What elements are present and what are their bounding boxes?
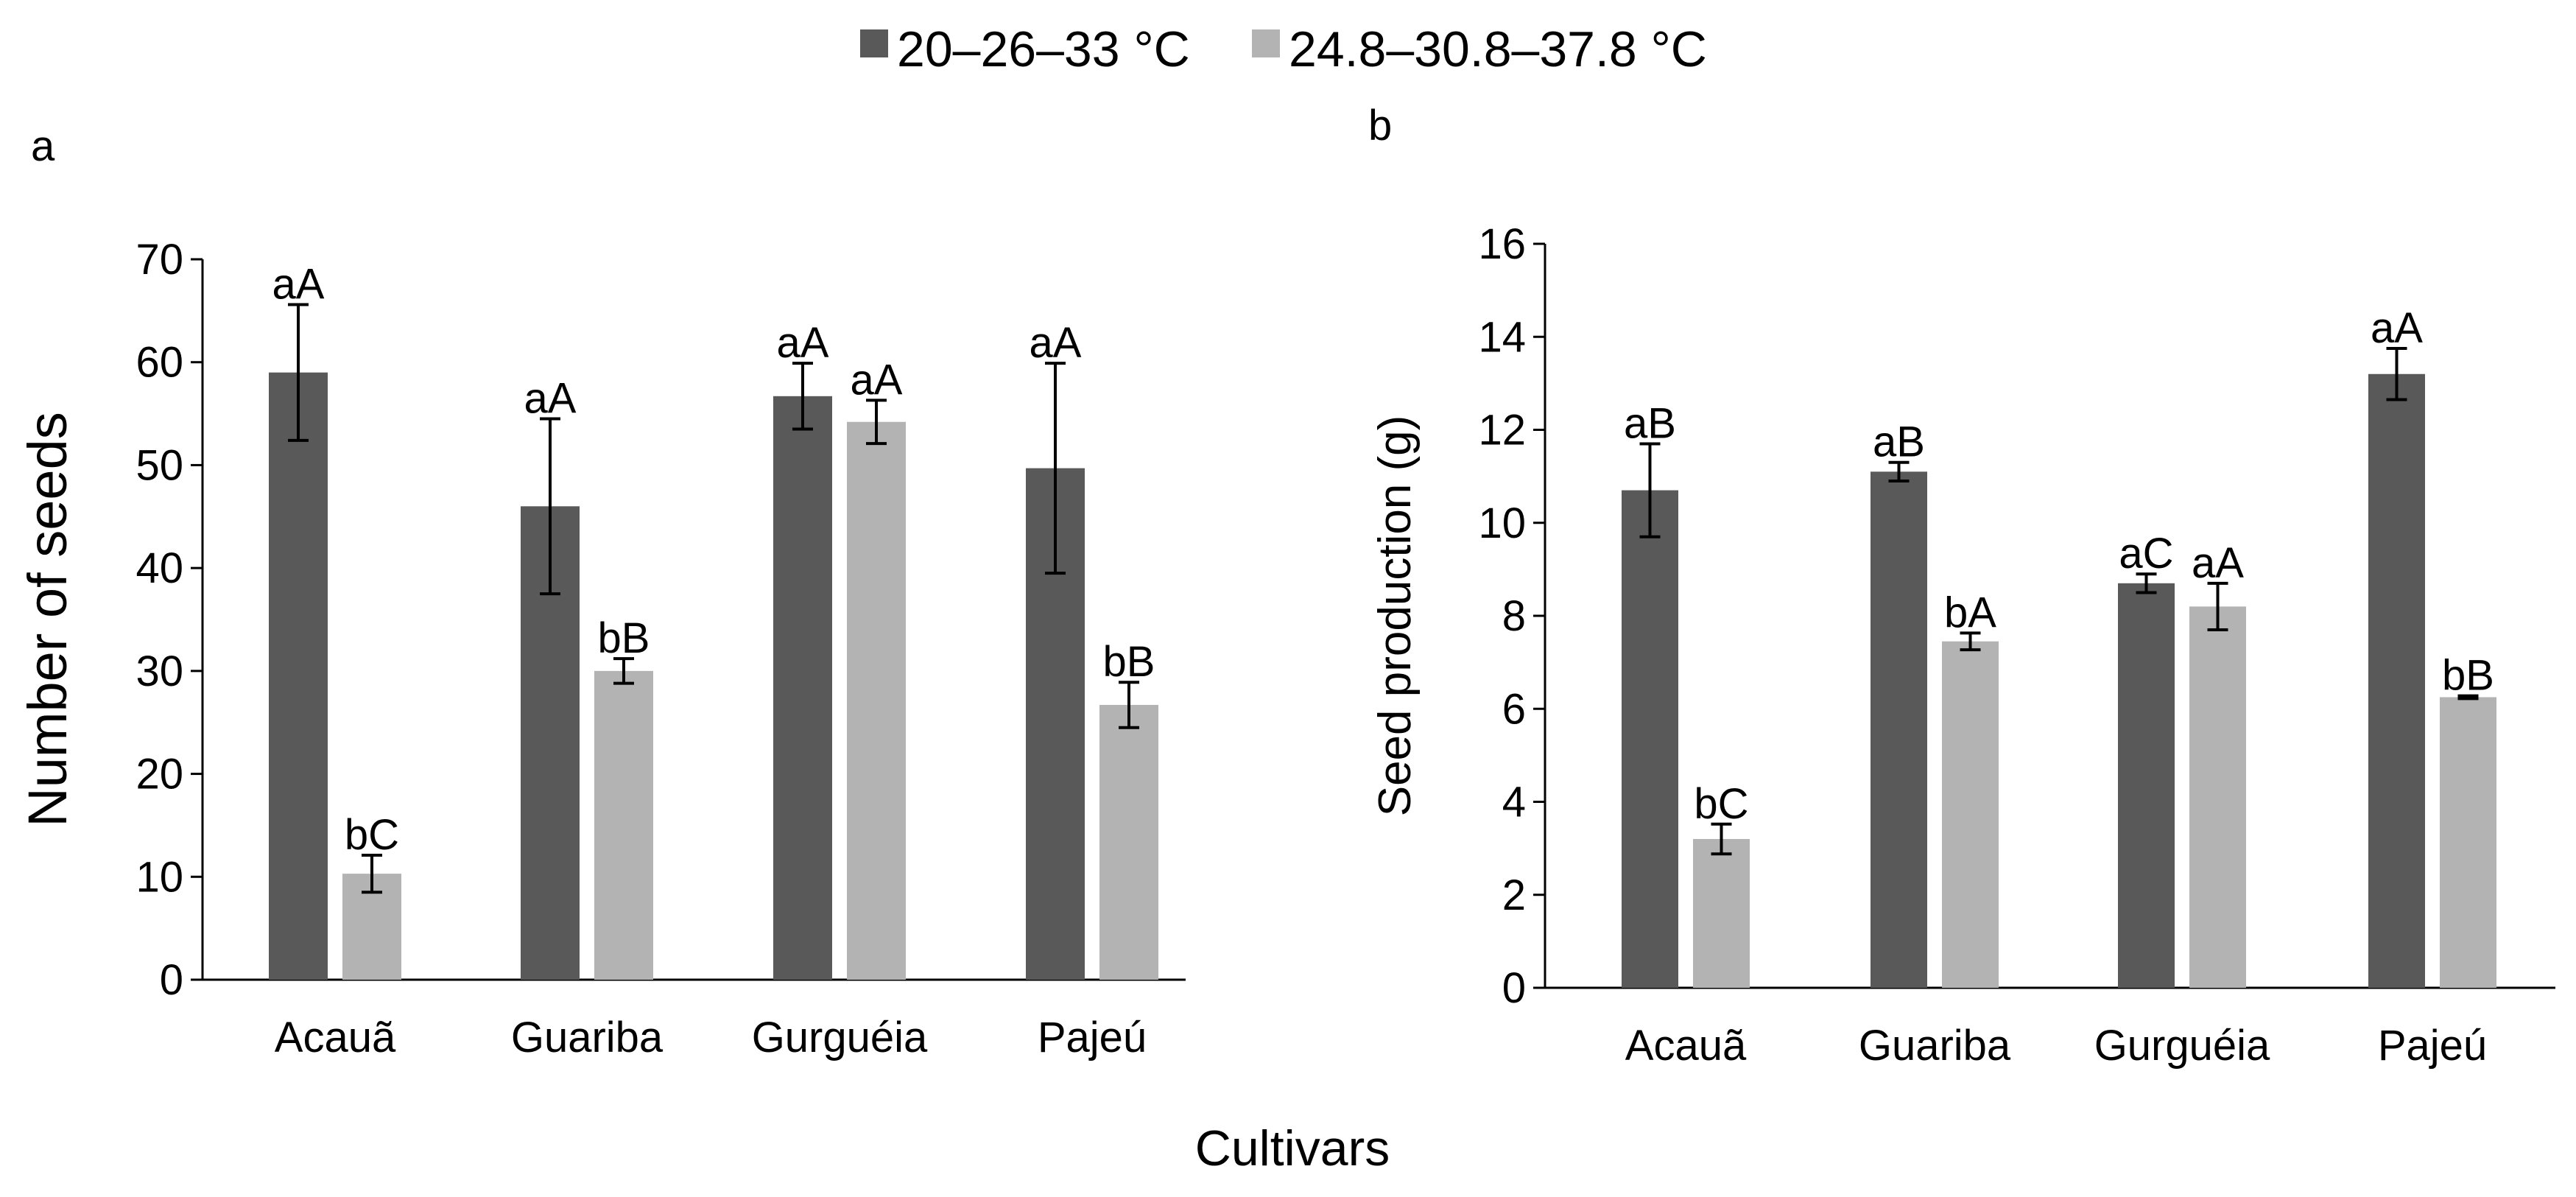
category-label: Gurguéia bbox=[752, 1014, 928, 1061]
bar bbox=[594, 670, 653, 980]
error-bar bbox=[792, 362, 813, 431]
significance-label: aA bbox=[272, 260, 325, 308]
panel-letter: b bbox=[1368, 102, 1392, 150]
significance-label: aA bbox=[2192, 539, 2244, 587]
error-bar bbox=[2207, 581, 2228, 631]
significance-label: aA bbox=[851, 356, 903, 404]
significance-label: bA bbox=[1944, 589, 1996, 636]
y-tick-label: 8 bbox=[1502, 592, 1526, 640]
significance-label: bB bbox=[1103, 638, 1155, 686]
y-tick-label: 6 bbox=[1502, 685, 1526, 733]
y-tick-label: 20 bbox=[136, 751, 183, 798]
error-bar bbox=[613, 657, 634, 685]
bar bbox=[2368, 373, 2425, 988]
panel-letter: a bbox=[31, 122, 55, 170]
legend-swatch-series-1 bbox=[860, 29, 888, 57]
category-label: Guariba bbox=[1859, 1022, 2011, 1070]
y-tick-label: 12 bbox=[1478, 407, 1526, 454]
category-label: Pajeú bbox=[1038, 1014, 1147, 1061]
panel-b-seed-production: b Seed production (g) 0 2 4 6 8 10 12 14 16 aB bC Aca… bbox=[1368, 102, 2555, 1070]
legend: 20–26–33 °C 24.8–30.8–37.8 °C bbox=[860, 21, 1707, 77]
y-tick-label: 16 bbox=[1478, 220, 1526, 268]
bar bbox=[2440, 697, 2496, 988]
error-bar bbox=[362, 853, 382, 894]
significance-label: aC bbox=[2119, 530, 2173, 578]
y-tick-label: 50 bbox=[136, 441, 183, 489]
panel-a-number-of-seeds: a Number of seeds 0 10 20 30 40 50 60 70 aA bC Acauã… bbox=[17, 122, 1186, 1061]
category-label: Gurguéia bbox=[2094, 1022, 2270, 1070]
legend-label-series-2: 24.8–30.8–37.8 °C bbox=[1289, 21, 1707, 77]
error-bar bbox=[1639, 442, 1661, 538]
y-axis-label: Seed production (g) bbox=[1370, 415, 1421, 817]
error-bar bbox=[2136, 572, 2157, 594]
y-axis-label: Number of seeds bbox=[17, 412, 78, 827]
significance-label: aA bbox=[1030, 319, 1082, 367]
y-tick-label: 60 bbox=[136, 339, 183, 387]
category-label: Acauã bbox=[1625, 1022, 1747, 1070]
error-bar bbox=[288, 303, 309, 442]
error-bar bbox=[1711, 822, 1732, 856]
y-tick-label: 0 bbox=[1502, 964, 1526, 1012]
y-tick-label: 2 bbox=[1502, 871, 1526, 919]
y-tick-label: 10 bbox=[1478, 499, 1526, 547]
bar bbox=[1693, 839, 1750, 988]
y-tick-label: 70 bbox=[136, 236, 183, 284]
category-label: Pajeú bbox=[2378, 1022, 2487, 1070]
significance-label: aA bbox=[524, 375, 577, 423]
significance-label: aA bbox=[777, 319, 829, 367]
y-tick-label: 40 bbox=[136, 544, 183, 592]
error-bar bbox=[2386, 347, 2407, 401]
significance-label: aB bbox=[1624, 399, 1676, 447]
significance-label: bB bbox=[2442, 652, 2494, 700]
y-tick-label: 4 bbox=[1502, 779, 1526, 826]
bar bbox=[847, 421, 906, 980]
y-tick-label: 0 bbox=[160, 956, 183, 1004]
bar bbox=[1622, 490, 1678, 988]
legend-swatch-series-2 bbox=[1252, 29, 1280, 57]
category-label: Guariba bbox=[511, 1014, 664, 1061]
significance-label: bC bbox=[1694, 780, 1748, 828]
significance-label: bB bbox=[598, 614, 650, 662]
significance-label: aB bbox=[1873, 418, 1925, 466]
significance-label: bC bbox=[345, 811, 399, 859]
bar bbox=[2189, 606, 2246, 988]
bar bbox=[1871, 471, 1927, 988]
y-tick-label: 30 bbox=[136, 647, 183, 695]
significance-label: aA bbox=[2371, 304, 2423, 352]
error-bar bbox=[1119, 681, 1139, 729]
error-bar bbox=[1960, 631, 1981, 652]
shared-x-axis-label: Cultivars bbox=[1195, 1120, 1390, 1176]
bar bbox=[1942, 641, 1999, 988]
bar bbox=[2118, 583, 2175, 988]
error-bar bbox=[540, 417, 560, 596]
bar bbox=[1099, 704, 1158, 980]
error-bar bbox=[1888, 460, 1910, 482]
bar bbox=[773, 396, 832, 980]
error-bar bbox=[866, 399, 887, 446]
bar bbox=[269, 372, 328, 980]
y-tick-label: 14 bbox=[1478, 313, 1526, 361]
legend-label-series-1: 20–26–33 °C bbox=[897, 21, 1190, 77]
category-label: Acauã bbox=[275, 1014, 396, 1061]
error-bar bbox=[1045, 362, 1066, 575]
y-tick-label: 10 bbox=[136, 853, 183, 901]
error-bar bbox=[2457, 694, 2479, 701]
